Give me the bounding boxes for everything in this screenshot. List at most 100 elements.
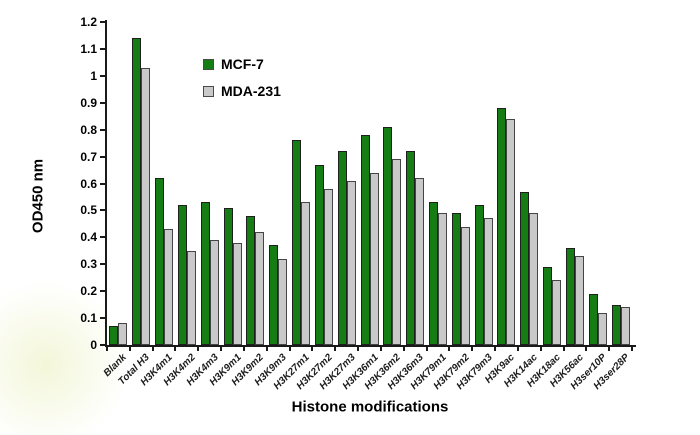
bar-MCF-7-H3K4m2 — [177, 205, 187, 345]
bar-MDA-231-H3K56ac — [574, 256, 584, 345]
bar-MCF-7-H3K79m1 — [428, 202, 438, 345]
x-tick-mark — [106, 347, 108, 351]
legend-label-mda231: MDA-231 — [221, 83, 281, 99]
bar-MCF-7-H3K14ac — [520, 192, 530, 345]
y-tick-mark — [100, 21, 107, 23]
legend: MCF-7 MDA-231 — [203, 53, 281, 107]
x-tick-mark — [128, 347, 131, 351]
bar-MCF-7-H3ser28P — [611, 305, 621, 345]
bar-MDA-231-H3K79m3 — [483, 218, 493, 345]
x-tick-mark — [402, 347, 405, 351]
y-tick-label: 1 — [90, 68, 97, 83]
y-tick-label: 0.6 — [80, 176, 97, 191]
legend-swatch-mda231 — [203, 85, 214, 97]
bar-MDA-231-H3K18ac — [552, 280, 562, 345]
x-tick-mark — [562, 347, 565, 351]
y-tick-mark — [100, 128, 107, 131]
y-tick-label: 0.7 — [80, 149, 97, 164]
bar-MCF-7-H3K36m3 — [406, 151, 416, 345]
bar-MCF-7-H3ser10P — [588, 294, 598, 345]
bar-MDA-231-H3K9m3 — [278, 259, 288, 345]
x-tick-mark — [197, 347, 200, 351]
bar-MDA-231-H3K36m1 — [369, 173, 379, 345]
x-tick-mark — [425, 347, 428, 351]
bar-MDA-231-H3K27m3 — [346, 181, 356, 345]
legend-item-mcf7: MCF-7 — [203, 53, 281, 75]
x-tick-mark — [379, 347, 382, 351]
y-tick-label: 0.3 — [80, 257, 97, 272]
legend-label-mcf7: MCF-7 — [221, 56, 264, 72]
y-tick-label: 0.1 — [80, 311, 97, 326]
x-tick-mark — [471, 347, 474, 351]
bar-MCF-7-H3K18ac — [543, 267, 553, 345]
y-tick-mark — [100, 155, 107, 158]
y-tick-mark — [100, 74, 107, 77]
bar-MDA-231-H3K36m2 — [392, 159, 402, 345]
legend-swatch-mcf7 — [203, 58, 214, 70]
x-tick-mark — [220, 347, 223, 351]
bar-MCF-7-H3K36m1 — [360, 135, 370, 345]
bar-MDA-231-H3ser10P — [597, 313, 607, 345]
y-tick-label: 0.8 — [80, 122, 97, 137]
bar-MCF-7-H3K27m1 — [292, 140, 302, 345]
bar-MCF-7-H3K9ac — [497, 108, 507, 345]
bar-MDA-231-H3K27m1 — [301, 202, 311, 345]
background-artifact — [0, 280, 130, 435]
x-tick-mark — [357, 347, 360, 351]
y-tick-label: 0.4 — [80, 230, 97, 245]
x-tick-mark — [539, 347, 542, 351]
y-tick-mark — [100, 209, 107, 212]
x-tick-mark — [174, 347, 177, 351]
x-tick-mark — [311, 347, 314, 351]
x-tick-mark — [608, 347, 611, 351]
bar-MDA-231-Total H3 — [141, 68, 151, 345]
x-tick-mark — [494, 347, 497, 351]
bar-MDA-231-H3K27m2 — [323, 189, 333, 345]
bar-MCF-7-H3K9m1 — [223, 208, 233, 345]
y-tick-mark — [100, 344, 107, 346]
y-axis-title: OD450 nm — [29, 158, 47, 234]
bar-MCF-7-H3K36m2 — [383, 127, 393, 345]
x-tick-mark — [585, 347, 588, 351]
bar-MCF-7-H3K4m3 — [200, 202, 210, 345]
y-tick-label: 1.2 — [80, 15, 97, 29]
y-tick-mark — [100, 317, 107, 320]
bar-MCF-7-H3K9m2 — [246, 216, 256, 345]
bar-MDA-231-H3K4m1 — [164, 229, 174, 345]
y-tick-mark — [100, 47, 107, 50]
bar-MDA-231-H3K9m1 — [232, 243, 242, 345]
bar-MDA-231-H3K14ac — [529, 213, 539, 345]
bar-MDA-231-H3K79m1 — [437, 213, 447, 345]
x-tick-mark — [516, 347, 519, 351]
y-tick-label: 0.9 — [80, 95, 97, 110]
legend-item-mda231: MDA-231 — [203, 80, 281, 102]
x-tick-mark — [242, 347, 245, 351]
y-tick-label: 0.2 — [80, 284, 97, 299]
bar-MDA-231-H3K36m3 — [415, 178, 425, 345]
y-tick-mark — [100, 182, 107, 185]
bar-MDA-231-Blank — [118, 323, 128, 345]
bar-MDA-231-H3K4m2 — [186, 251, 196, 345]
bar-MCF-7-H3K27m2 — [314, 165, 324, 345]
x-axis-title: Histone modifications — [291, 398, 449, 416]
y-tick-mark — [100, 263, 107, 266]
bar-MCF-7-H3K56ac — [565, 248, 575, 345]
x-tick-mark — [631, 347, 633, 351]
bar-MDA-231-H3K79m2 — [460, 227, 470, 345]
y-axis-line — [105, 20, 107, 347]
x-tick-mark — [151, 347, 154, 351]
y-tick-label: 0.5 — [80, 203, 97, 218]
bar-MDA-231-H3K9ac — [506, 119, 516, 345]
bar-MCF-7-H3K27m3 — [337, 151, 347, 345]
y-tick-label: 1.1 — [80, 41, 97, 56]
bar-MCF-7-Total H3 — [132, 38, 142, 345]
bar-MCF-7-Blank — [109, 326, 119, 345]
y-tick-mark — [100, 236, 107, 239]
bar-MCF-7-H3K9m3 — [269, 245, 279, 345]
bar-MCF-7-H3K79m2 — [451, 213, 461, 345]
bar-MCF-7-H3K4m1 — [155, 178, 165, 345]
y-tick-mark — [100, 101, 107, 104]
x-tick-mark — [448, 347, 451, 351]
y-tick-label: 0 — [90, 338, 97, 352]
